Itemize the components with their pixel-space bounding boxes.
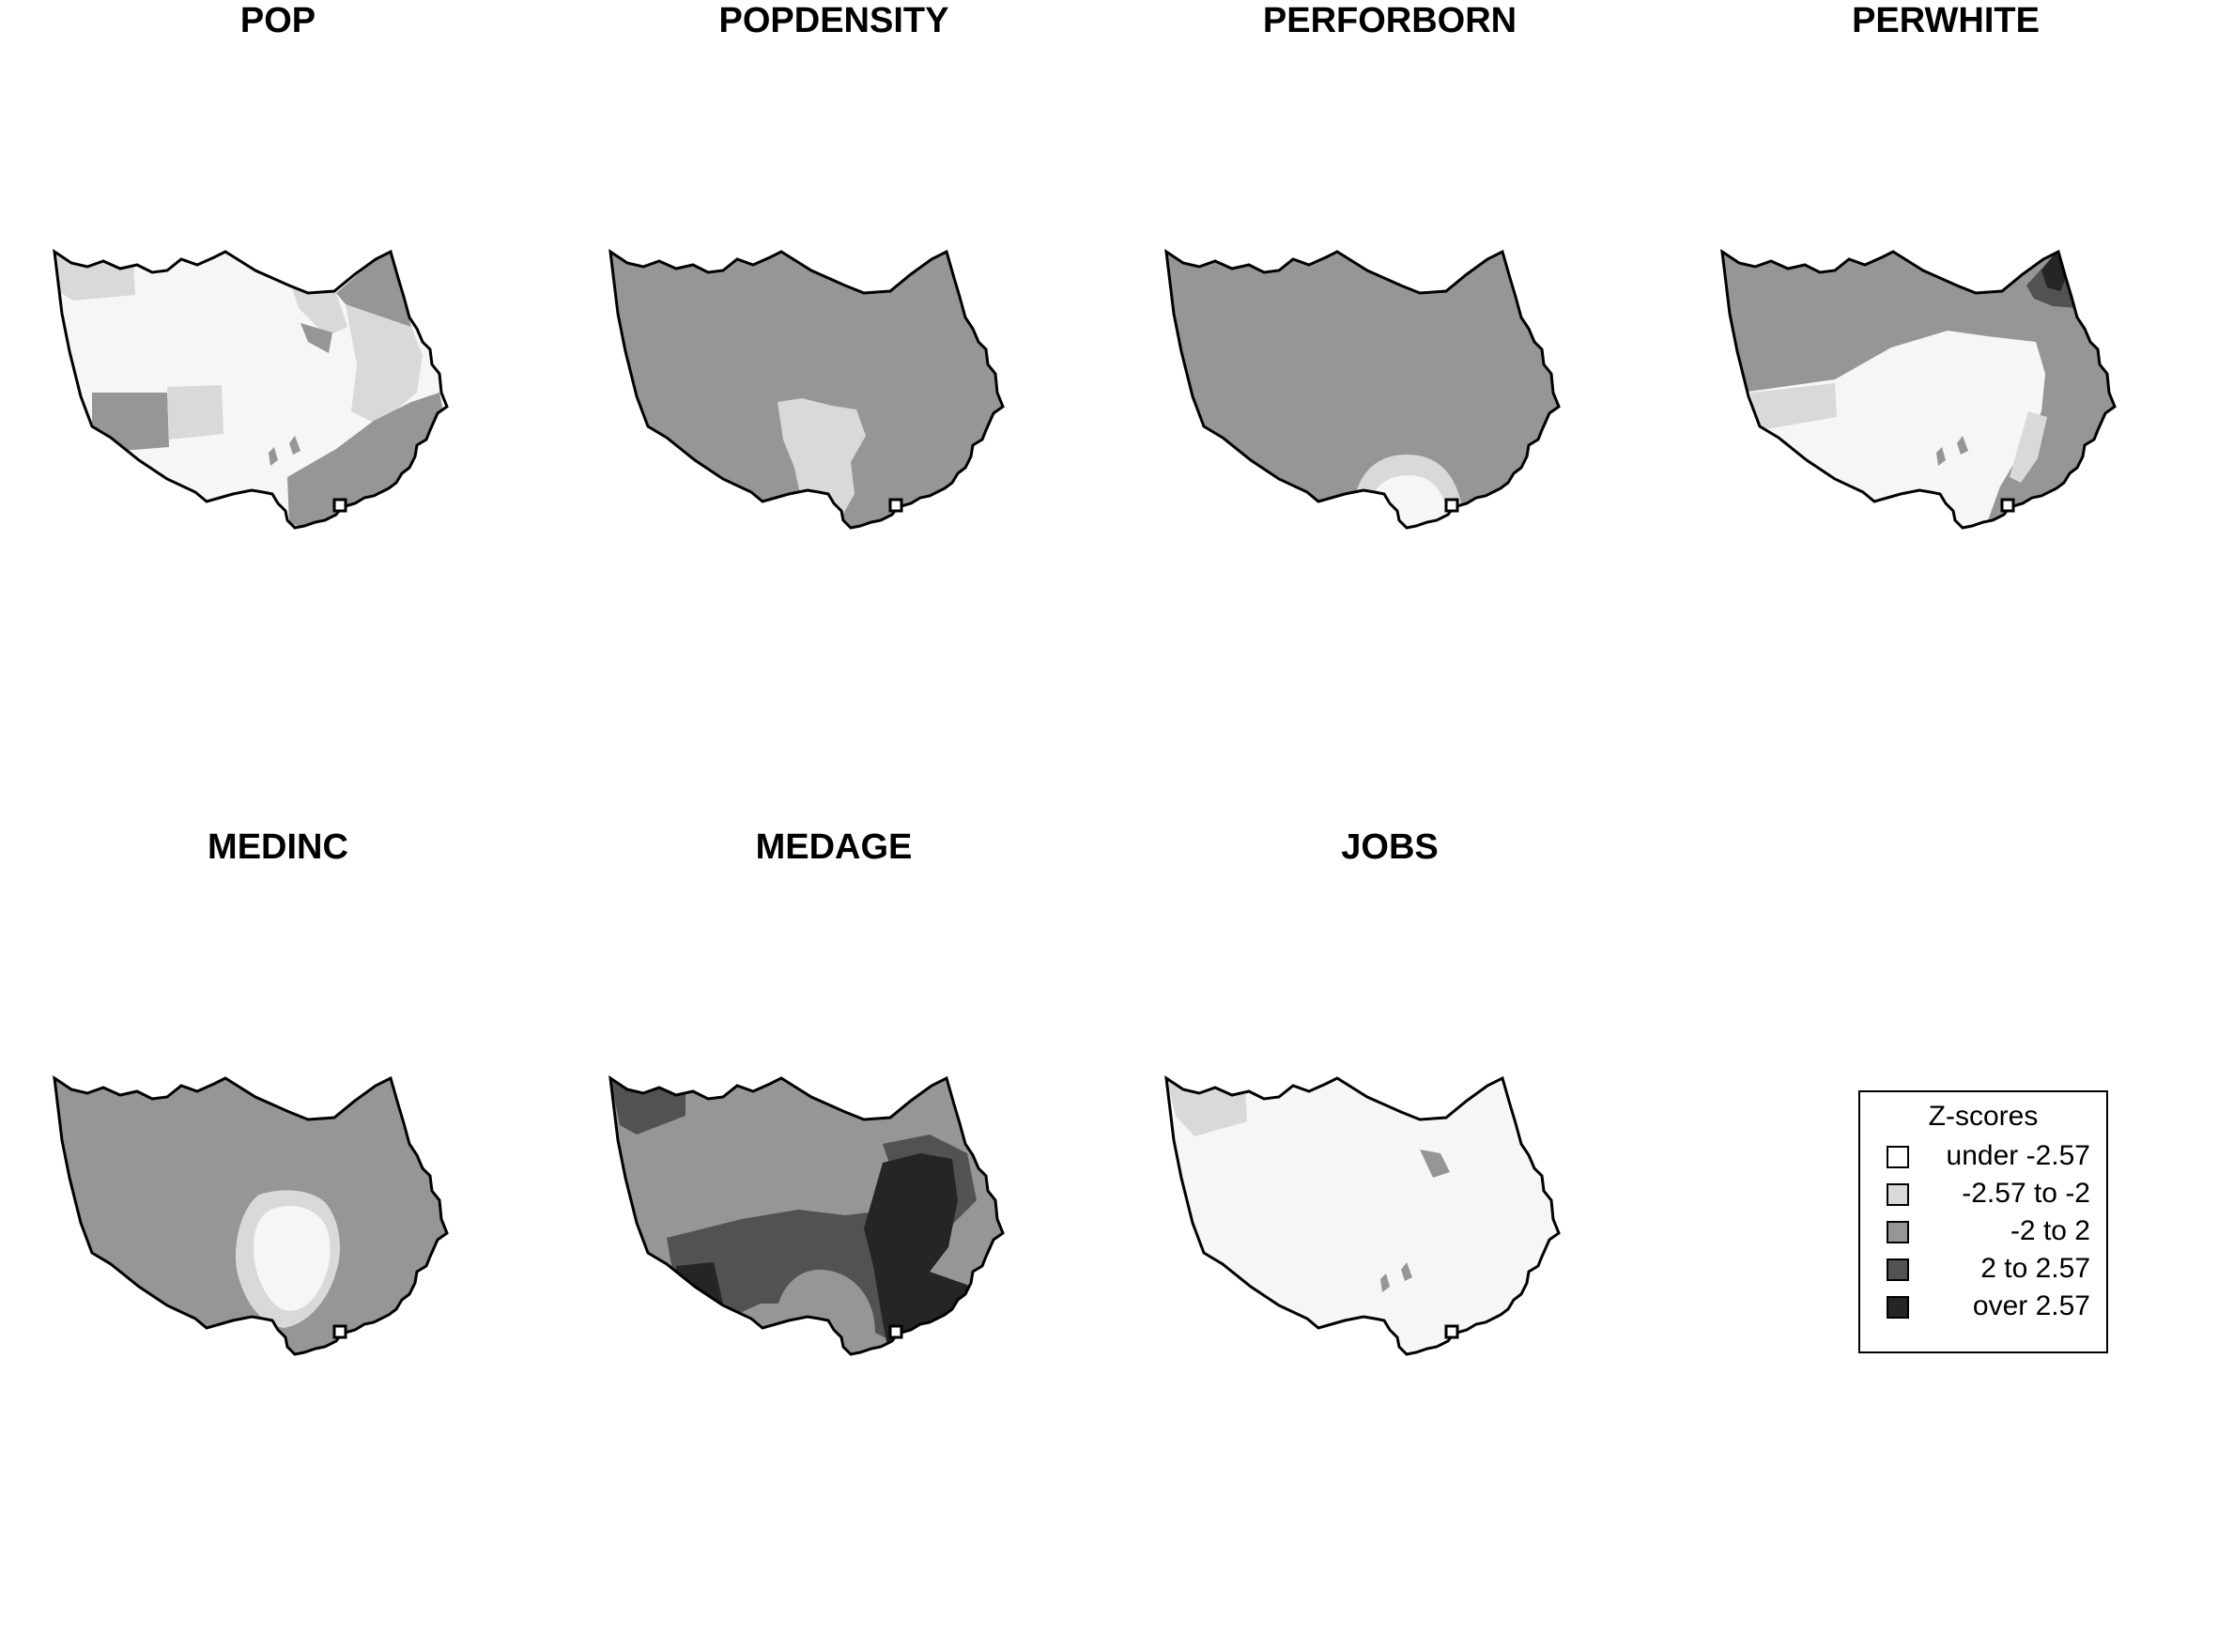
zone-light-center	[778, 398, 866, 526]
county-map	[1720, 250, 2117, 530]
station-marker	[2000, 498, 2015, 513]
zone-light-east-edge	[2010, 411, 2047, 483]
station-marker	[888, 498, 903, 513]
legend-entry: -2 to 2	[1887, 1215, 2090, 1246]
zone-mid-speck-1	[1380, 1274, 1390, 1292]
legend-swatch	[1887, 1221, 1909, 1243]
legend: Z-scores under -2.57 -2.57 to -2 -2 to 2…	[1858, 1090, 2108, 1353]
station-marker	[888, 1324, 903, 1339]
zone-light-west	[167, 385, 223, 440]
zone-light-north	[289, 280, 347, 336]
legend-swatch	[1887, 1258, 1909, 1281]
panel-perwhite: PERWHITE	[1720, 1, 2117, 530]
station-marker	[332, 498, 347, 513]
panel-title: MEDAGE	[756, 827, 913, 867]
legend-entry: under -2.57	[1887, 1140, 2090, 1171]
legend-swatch	[1887, 1296, 1909, 1319]
panel-medage: MEDAGE	[608, 827, 1005, 1356]
station-marker	[1444, 498, 1459, 513]
zone-mid-small	[300, 323, 332, 353]
zone-mid-speck-2	[289, 436, 300, 455]
panel-title: POPDENSITY	[719, 1, 949, 40]
legend-entry: -2.57 to -2	[1887, 1178, 2090, 1209]
legend-label: 2 to 2.57	[1980, 1253, 2090, 1284]
zone-mid-se	[287, 393, 447, 528]
county-map	[608, 1076, 1005, 1356]
legend-swatch	[1887, 1146, 1909, 1168]
zone-mid-speck-1	[269, 447, 278, 466]
zone-light-east	[346, 304, 423, 423]
county-map	[53, 250, 449, 530]
county-map	[1164, 1076, 1561, 1356]
panel-title: JOBS	[1341, 827, 1438, 867]
zone-lightest-core	[254, 1206, 331, 1311]
zone-mid-north	[1420, 1150, 1450, 1178]
zone-mid-speck-3	[1523, 1339, 1536, 1352]
panel-title: PERFORBORN	[1263, 1, 1517, 40]
legend-label: -2.57 to -2	[1962, 1178, 2090, 1209]
zone-mid-speck-2	[1957, 436, 1968, 455]
legend-entry: over 2.57	[1887, 1290, 2090, 1321]
panel-title: MEDINC	[208, 827, 348, 867]
panel-title: POP	[240, 1, 316, 40]
legend-title: Z-scores	[1929, 1101, 2039, 1132]
panel-popdensity: POPDENSITY	[608, 1, 1005, 530]
legend-label: under -2.57	[1947, 1140, 2090, 1171]
county-map	[53, 1076, 449, 1356]
zone-light-west	[1750, 383, 1837, 430]
county-map	[608, 250, 1005, 530]
legend-label: over 2.57	[1973, 1290, 2090, 1321]
zone-mid-west	[92, 393, 169, 451]
legend-label: -2 to 2	[2010, 1215, 2090, 1246]
panel-jobs: JOBS	[1164, 827, 1561, 1356]
panel-title: PERWHITE	[1852, 1, 2040, 40]
county-map	[1164, 250, 1561, 530]
panel-pop: POP	[53, 1, 449, 530]
zone-mid-speck-1	[1936, 447, 1946, 466]
legend-swatch	[1887, 1183, 1909, 1206]
zone-mid-speck-2	[1401, 1262, 1412, 1281]
panel-medinc: MEDINC	[53, 827, 449, 1356]
station-marker	[332, 1324, 347, 1339]
station-marker	[1444, 1324, 1459, 1339]
legend-entry: 2 to 2.57	[1887, 1253, 2090, 1284]
panel-perforborn: PERFORBORN	[1164, 1, 1561, 530]
